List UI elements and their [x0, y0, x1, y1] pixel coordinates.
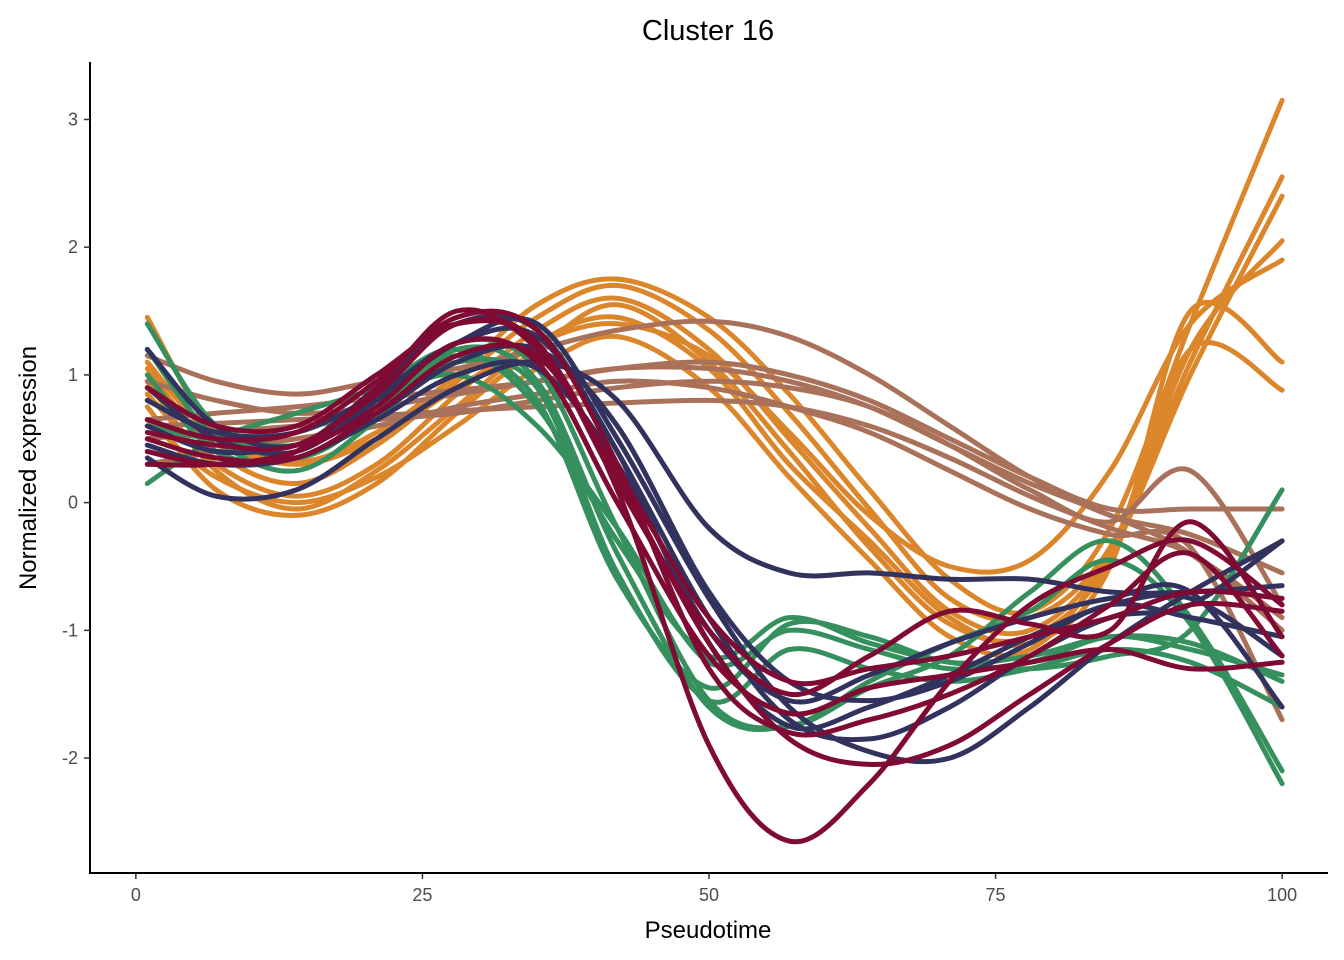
y-tick-label: -1: [62, 620, 78, 640]
y-tick-label: -2: [62, 748, 78, 768]
x-axis-ticks: 0 25 50 75 100: [131, 873, 1297, 905]
x-tick-label: 25: [412, 885, 432, 905]
series-line-crimson: [144, 336, 1285, 717]
x-tick-label: 50: [699, 885, 719, 905]
y-tick-label: 2: [68, 237, 78, 257]
x-axis-title: Pseudotime: [645, 917, 772, 944]
series-line-crimson: [144, 308, 1285, 738]
x-tick-label: 75: [986, 885, 1006, 905]
series-line-crimson: [144, 307, 1285, 767]
y-tick-label: 1: [68, 365, 78, 385]
series-line-crimson: [144, 318, 1285, 698]
series-lines: [144, 97, 1285, 845]
y-axis-ticks: -2 -1 0 1 2 3: [62, 109, 90, 768]
y-axis-title: Normalized expression: [15, 346, 42, 590]
x-tick-label: 0: [131, 885, 141, 905]
series-line-navy: [144, 359, 1285, 596]
y-tick-label: 3: [68, 109, 78, 129]
x-tick-label: 100: [1267, 885, 1297, 905]
series-line-orange: [144, 333, 1285, 659]
series-line-crimson: [144, 316, 1285, 845]
series-line-crimson: [144, 342, 1285, 687]
y-tick-label: 0: [68, 493, 78, 513]
series-line-green: [144, 344, 1285, 787]
chart-title: Cluster 16: [642, 15, 774, 47]
